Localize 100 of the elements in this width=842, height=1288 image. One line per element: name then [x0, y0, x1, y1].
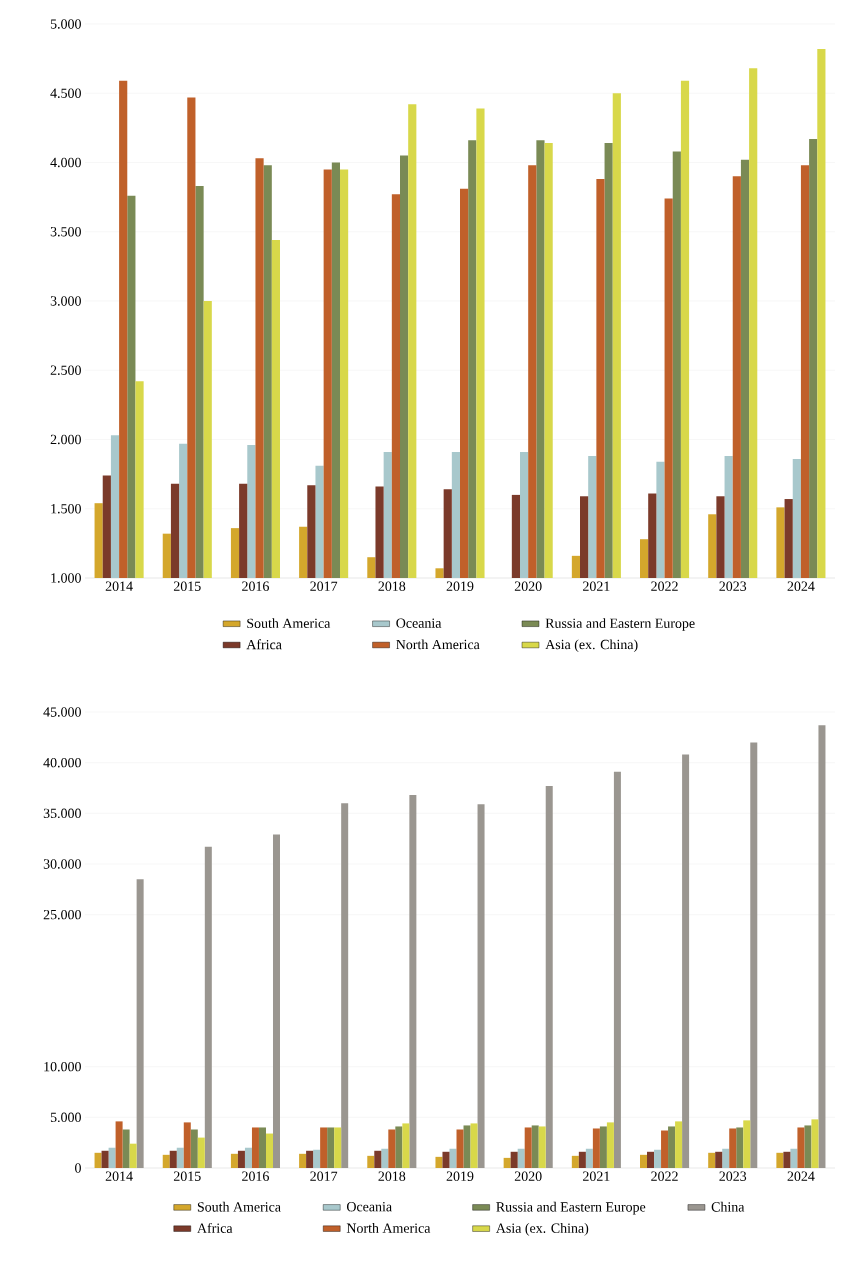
- x-tick-label: 2014: [105, 1171, 133, 1181]
- x-tick-label: 2018: [378, 1171, 406, 1181]
- bar: [237, 1150, 245, 1168]
- x-tick-label: 2016: [242, 581, 269, 591]
- bar: [736, 1127, 744, 1168]
- bar: [668, 1126, 676, 1168]
- bar: [470, 1123, 478, 1168]
- bar: [136, 879, 144, 1168]
- bar: [640, 1154, 648, 1168]
- bar: [402, 1123, 410, 1168]
- y-tick-label: 25.000: [43, 909, 81, 920]
- legend-label: Russia and Eastern Europe: [496, 1201, 646, 1215]
- legend-label: Asia (ex. China): [545, 639, 638, 653]
- bar: [477, 804, 485, 1168]
- bar: [299, 1153, 307, 1168]
- bar: [381, 1148, 389, 1168]
- y-tick-label: 1.000: [51, 573, 81, 583]
- y-tick-label: 2.500: [50, 365, 81, 375]
- x-tick-label: 2019: [446, 581, 474, 591]
- bar: [442, 1151, 450, 1168]
- y-tick-label: 35.000: [43, 808, 81, 819]
- x-tick-label: 2015: [173, 581, 201, 591]
- x-tick-label: 2015: [173, 1171, 201, 1181]
- legend-label: Oceania: [346, 1202, 392, 1212]
- bar: [538, 1126, 546, 1168]
- bar: [306, 1150, 314, 1168]
- bar: [804, 1125, 812, 1168]
- legend-label: Africa: [197, 1222, 233, 1233]
- bar: [334, 1127, 342, 1168]
- legend-label: South America: [247, 618, 331, 629]
- bar: [743, 1120, 751, 1168]
- legend-label: South America: [197, 1201, 281, 1212]
- bar: [647, 1151, 655, 1168]
- bar: [776, 1152, 784, 1168]
- legend-label: Oceania: [396, 618, 442, 628]
- bar: [585, 1148, 593, 1168]
- bar: [613, 771, 621, 1168]
- bar: [449, 1148, 457, 1168]
- bar: [169, 1150, 177, 1168]
- legend-label: Asia (ex. China): [495, 1223, 589, 1236]
- y-tick-label: 4.500: [50, 88, 81, 98]
- bar: [750, 742, 758, 1168]
- bar: [244, 1147, 252, 1168]
- legend-label: Russia and Eastern Europe: [545, 618, 695, 631]
- legend-label: North America: [346, 1223, 431, 1233]
- x-tick-label: 2017: [310, 581, 338, 591]
- bar: [204, 846, 212, 1168]
- bar: [524, 1127, 532, 1168]
- bar: [374, 1150, 382, 1168]
- bar: [571, 1155, 579, 1168]
- bar: [251, 1127, 259, 1168]
- legend-label: North America: [396, 639, 480, 650]
- bar: [367, 1155, 375, 1168]
- x-tick-label: 2019: [446, 1171, 474, 1181]
- bar: [230, 1153, 238, 1168]
- y-tick-label: 0: [75, 1163, 81, 1173]
- bar: [94, 1152, 102, 1168]
- bar: [592, 1128, 600, 1168]
- y-tick-label: 5.000: [50, 19, 81, 29]
- y-tick-label: 30.000: [43, 859, 81, 869]
- bar: [790, 1148, 798, 1168]
- bar: [606, 1122, 614, 1168]
- legend-label: Africa: [246, 639, 282, 650]
- x-tick-label: 2020: [514, 1171, 542, 1181]
- bar: [272, 834, 280, 1168]
- bar: [258, 1127, 266, 1168]
- bar: [517, 1148, 525, 1168]
- bar: [388, 1129, 396, 1168]
- x-tick-label: 2020: [514, 581, 542, 591]
- bar: [811, 1119, 819, 1168]
- x-tick-label: 2014: [105, 581, 133, 591]
- bar: [183, 1122, 191, 1168]
- x-tick-label: 2018: [378, 581, 406, 591]
- bar: [503, 1157, 511, 1168]
- x-tick-label: 2024: [787, 581, 815, 591]
- bar: [783, 1151, 791, 1168]
- y-tick-label: 4.000: [50, 157, 81, 168]
- y-tick-label: 1.500: [51, 504, 81, 514]
- x-tick-label: 2017: [310, 1171, 338, 1181]
- bar: [409, 795, 417, 1168]
- legend-label: China: [711, 1201, 745, 1212]
- y-tick-label: 3.000: [50, 296, 81, 306]
- x-tick-label: 2023: [719, 1171, 747, 1181]
- bar: [654, 1149, 662, 1168]
- y-tick-label: 3.500: [50, 227, 81, 237]
- bar: [435, 1156, 443, 1168]
- bar: [190, 1129, 198, 1168]
- bar: [463, 1125, 471, 1168]
- bar: [599, 1126, 607, 1168]
- bar: [265, 1133, 273, 1168]
- bar: [341, 803, 349, 1168]
- bar: [531, 1125, 539, 1168]
- y-tick-label: 45.000: [43, 707, 81, 717]
- bar: [101, 1150, 109, 1168]
- bar: [197, 1137, 205, 1168]
- bar: [715, 1151, 723, 1168]
- y-tick-label: 40.000: [43, 757, 81, 768]
- x-tick-label: 2016: [242, 1171, 269, 1181]
- x-tick-label: 2023: [719, 581, 747, 591]
- bar: [176, 1147, 184, 1168]
